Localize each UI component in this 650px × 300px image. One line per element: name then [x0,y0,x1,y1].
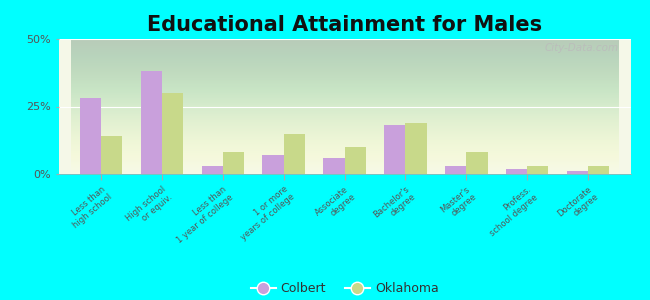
Bar [80,98,101,174]
Bar [588,166,609,174]
Bar [263,155,283,174]
Bar [323,158,345,174]
Bar [406,123,426,174]
Bar [162,93,183,174]
Bar [223,152,244,174]
Text: City-Data.com: City-Data.com [545,43,619,53]
Bar [527,166,549,174]
Bar [101,136,122,174]
Bar [283,134,305,174]
Bar [445,166,466,174]
Bar [506,169,527,174]
Bar [202,166,223,174]
Legend: Colbert, Oklahoma: Colbert, Oklahoma [246,278,443,300]
Bar [344,147,366,174]
Bar [384,125,406,174]
Bar [466,152,488,174]
Bar [140,71,162,174]
Bar [567,171,588,174]
Title: Educational Attainment for Males: Educational Attainment for Males [147,15,542,35]
